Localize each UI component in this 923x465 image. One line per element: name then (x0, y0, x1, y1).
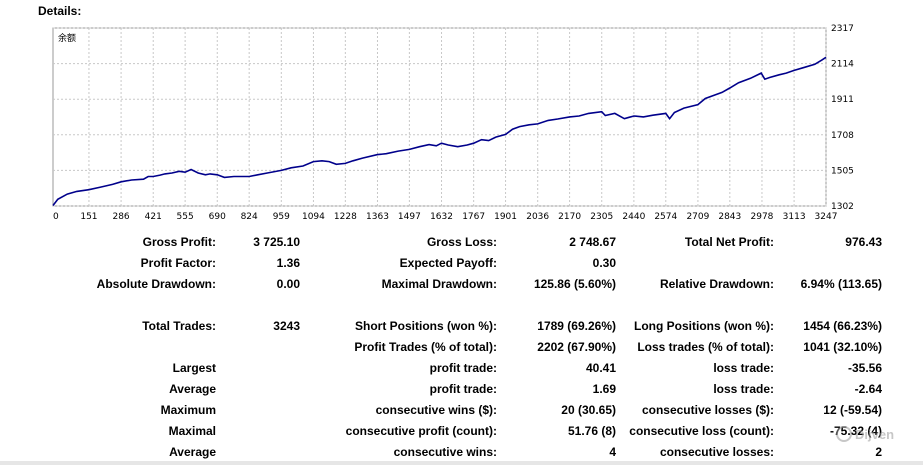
section-title: Details: (38, 4, 82, 18)
avg-consec-losses-value: 2 (875, 445, 882, 459)
chart-y-ticks: 2317 2114 1911 1708 1505 1302 (831, 24, 854, 212)
y-tick-label: 2317 (831, 24, 854, 34)
watermark: Dijven (836, 423, 916, 445)
maximal-consec-profit-value: 51.76 (8) (567, 424, 616, 438)
maximum-label: Maximum (160, 403, 216, 417)
x-tick-label: 421 (145, 212, 162, 222)
long-positions-label: Long Positions (won %): (634, 319, 774, 333)
profit-factor-label: Profit Factor: (140, 256, 216, 270)
average-profit-value: 1.69 (592, 382, 616, 396)
total-net-profit-value: 976.43 (845, 235, 882, 249)
largest-label: Largest (172, 361, 216, 375)
y-tick-label: 1708 (831, 131, 854, 141)
maximal-drawdown-value: 125.86 (5.60%) (533, 277, 616, 291)
x-tick-label: 3247 (815, 212, 838, 222)
max-consec-wins-value: 20 (30.65) (561, 403, 616, 417)
average-loss-label: loss trade: (713, 382, 774, 396)
balance-chart: 0 151 286 421 555 690 824 959 1094 1228 1363 1497 16… (52, 24, 854, 222)
x-tick-label: 1767 (462, 212, 485, 222)
total-trades-value: 3243 (273, 319, 300, 333)
x-tick-label: 286 (112, 212, 129, 222)
absolute-drawdown-value: 0.00 (276, 277, 300, 291)
x-tick-label: 0 (53, 212, 59, 222)
chart-x-ticks: 0 151 286 421 555 690 824 959 1094 1228 1363 1497 16… (53, 212, 837, 222)
chart-series-label: 余额 (58, 32, 76, 44)
x-tick-label: 1094 (302, 212, 325, 222)
chart-plot-area (52, 27, 827, 207)
avg-consec-losses-label: consecutive losses: (659, 445, 774, 459)
relative-drawdown-label: Relative Drawdown: (659, 277, 774, 291)
y-tick-label: 1302 (831, 202, 854, 212)
maximal-consec-loss-label: consecutive loss (count): (629, 424, 774, 438)
gross-profit-value: 3 725.10 (253, 235, 300, 249)
profit-factor-value: 1.36 (276, 256, 300, 270)
x-tick-label: 2440 (622, 212, 645, 222)
average2-label: Average (169, 445, 216, 459)
x-tick-label: 555 (177, 212, 194, 222)
balance-series-line (52, 56, 827, 206)
gross-profit-label: Gross Profit: (142, 235, 216, 249)
gross-loss-value: 2 748.67 (569, 235, 616, 249)
y-tick-label: 1505 (831, 166, 854, 176)
average-label: Average (169, 382, 216, 396)
largest-profit-value: 40.41 (585, 361, 616, 375)
x-tick-label: 1901 (494, 212, 517, 222)
watermark-logo-icon (836, 426, 852, 442)
bottom-bar (0, 461, 923, 465)
short-positions-label: Short Positions (won %): (355, 319, 497, 333)
x-tick-label: 2843 (718, 212, 741, 222)
x-tick-label: 1363 (366, 212, 389, 222)
long-positions-value: 1454 (66.23%) (803, 319, 882, 333)
x-tick-label: 151 (80, 212, 97, 222)
maximal-drawdown-label: Maximal Drawdown: (381, 277, 497, 291)
total-trades-label: Total Trades: (142, 319, 216, 333)
x-tick-label: 824 (241, 212, 258, 222)
max-consec-wins-label: consecutive wins ($): (375, 403, 497, 417)
avg-consec-wins-label: consecutive wins: (393, 445, 497, 459)
x-tick-label: 2574 (654, 212, 677, 222)
x-tick-label: 2305 (590, 212, 613, 222)
max-consec-losses-label: consecutive losses ($): (641, 403, 774, 417)
y-tick-label: 1911 (831, 95, 854, 105)
watermark-text: Dijven (855, 426, 895, 442)
expected-payoff-value: 0.30 (592, 256, 616, 270)
loss-trades-label: Loss trades (% of total): (637, 340, 774, 354)
x-tick-label: 1228 (334, 212, 357, 222)
loss-trades-value: 1041 (32.10%) (803, 340, 882, 354)
avg-consec-wins-value: 4 (609, 445, 616, 459)
profit-trades-label: Profit Trades (% of total): (354, 340, 497, 354)
x-tick-label: 1497 (398, 212, 421, 222)
x-tick-label: 959 (273, 212, 290, 222)
x-tick-label: 2036 (526, 212, 549, 222)
expected-payoff-label: Expected Payoff: (399, 256, 497, 270)
absolute-drawdown-label: Absolute Drawdown: (96, 277, 216, 291)
chart-grid (53, 27, 827, 207)
y-tick-label: 2114 (831, 60, 854, 70)
largest-profit-label: profit trade: (429, 361, 497, 375)
x-tick-label: 2978 (751, 212, 774, 222)
maximal-consec-profit-label: consecutive profit (count): (345, 424, 497, 438)
largest-loss-label: loss trade: (713, 361, 774, 375)
average-loss-value: -2.64 (854, 382, 882, 396)
x-tick-label: 2709 (686, 212, 709, 222)
gross-loss-label: Gross Loss: (426, 235, 497, 249)
x-tick-label: 3113 (783, 212, 806, 222)
max-consec-losses-value: 12 (-59.54) (823, 403, 882, 417)
relative-drawdown-value: 6.94% (113.65) (800, 277, 882, 291)
average-profit-label: profit trade: (429, 382, 497, 396)
x-tick-label: 690 (209, 212, 226, 222)
x-tick-label: 1632 (430, 212, 453, 222)
maximal-label: Maximal (168, 424, 216, 438)
total-net-profit-label: Total Net Profit: (684, 235, 774, 249)
largest-loss-value: -35.56 (847, 361, 882, 375)
short-positions-value: 1789 (69.26%) (537, 319, 616, 333)
profit-trades-value: 2202 (67.90%) (537, 340, 616, 354)
x-tick-label: 2170 (558, 212, 581, 222)
